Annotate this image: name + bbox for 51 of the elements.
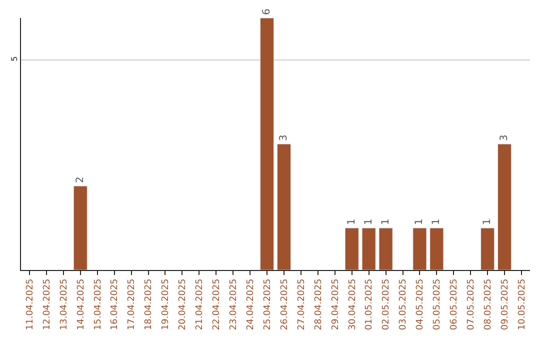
data-label: 1: [482, 218, 494, 225]
bar: [362, 228, 376, 270]
data-label: 1: [346, 218, 358, 225]
x-tick-label: 10.05.2025: [517, 278, 528, 330]
y-tick-label: 5: [10, 56, 19, 62]
x-tick-label: 24.04.2025: [246, 278, 256, 330]
x-tick-label: 26.04.2025: [280, 278, 290, 330]
bar: [378, 228, 393, 270]
x-tick-label: 20.04.2025: [178, 278, 188, 330]
bar: [430, 228, 444, 270]
data-label: 3: [278, 134, 290, 141]
bar: [276, 144, 292, 270]
data-label: 1: [363, 218, 374, 225]
data-label: 2: [74, 176, 86, 183]
bar: [480, 228, 495, 270]
x-tick-label: 23.04.2025: [229, 278, 240, 330]
x-tick-label: 02.05.2025: [382, 278, 392, 330]
x-tick-label: 06.05.2025: [450, 278, 460, 330]
x-tick-label: 11.04.2025: [25, 278, 36, 330]
x-tick-label: 27.04.2025: [296, 278, 307, 330]
x-tick-label: 16.04.2025: [110, 278, 120, 330]
x-tick-label: 30.04.2025: [348, 278, 358, 330]
data-label: 3: [499, 134, 510, 141]
x-tick-label: 07.05.2025: [466, 278, 477, 330]
x-tick-label: 19.04.2025: [161, 278, 172, 330]
x-tick-label: 17.04.2025: [127, 278, 138, 330]
x-tick-label: 29.04.2025: [330, 278, 341, 330]
x-tick-label: 05.05.2025: [432, 278, 443, 330]
data-label: 1: [414, 218, 426, 225]
bar: [344, 228, 359, 270]
x-tick-label: 22.04.2025: [212, 278, 222, 330]
bar: [412, 228, 427, 270]
x-tick-label: 21.04.2025: [195, 278, 206, 330]
bar: [73, 186, 88, 270]
data-label: 1: [431, 218, 442, 225]
x-tick-label: 12.04.2025: [42, 278, 52, 330]
x-tick-label: 15.04.2025: [93, 278, 104, 330]
x-tick-label: 03.05.2025: [398, 278, 409, 330]
data-label: 6: [262, 8, 273, 15]
x-tick-label: 28.04.2025: [314, 278, 324, 330]
x-tick-label: 01.05.2025: [364, 278, 375, 330]
x-tick-label: 08.05.2025: [484, 278, 494, 330]
data-label: 1: [380, 218, 392, 225]
x-tick-label: 04.05.2025: [416, 278, 426, 330]
bar: [498, 144, 512, 270]
x-tick-label: 14.04.2025: [76, 278, 86, 330]
x-tick-label: 18.04.2025: [144, 278, 154, 330]
bar: [260, 18, 274, 270]
x-tick-label: 25.04.2025: [262, 278, 273, 330]
x-tick-label: 13.04.2025: [59, 278, 70, 330]
x-tick-label: 09.05.2025: [500, 278, 510, 330]
